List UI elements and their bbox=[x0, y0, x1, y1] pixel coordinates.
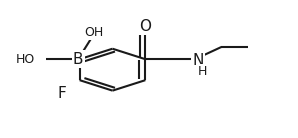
Text: F: F bbox=[58, 86, 66, 101]
Text: OH: OH bbox=[85, 26, 104, 39]
Text: H: H bbox=[198, 65, 207, 78]
Text: N: N bbox=[192, 53, 204, 68]
Text: B: B bbox=[73, 52, 83, 67]
Text: HO: HO bbox=[16, 53, 35, 66]
Text: O: O bbox=[139, 19, 151, 34]
